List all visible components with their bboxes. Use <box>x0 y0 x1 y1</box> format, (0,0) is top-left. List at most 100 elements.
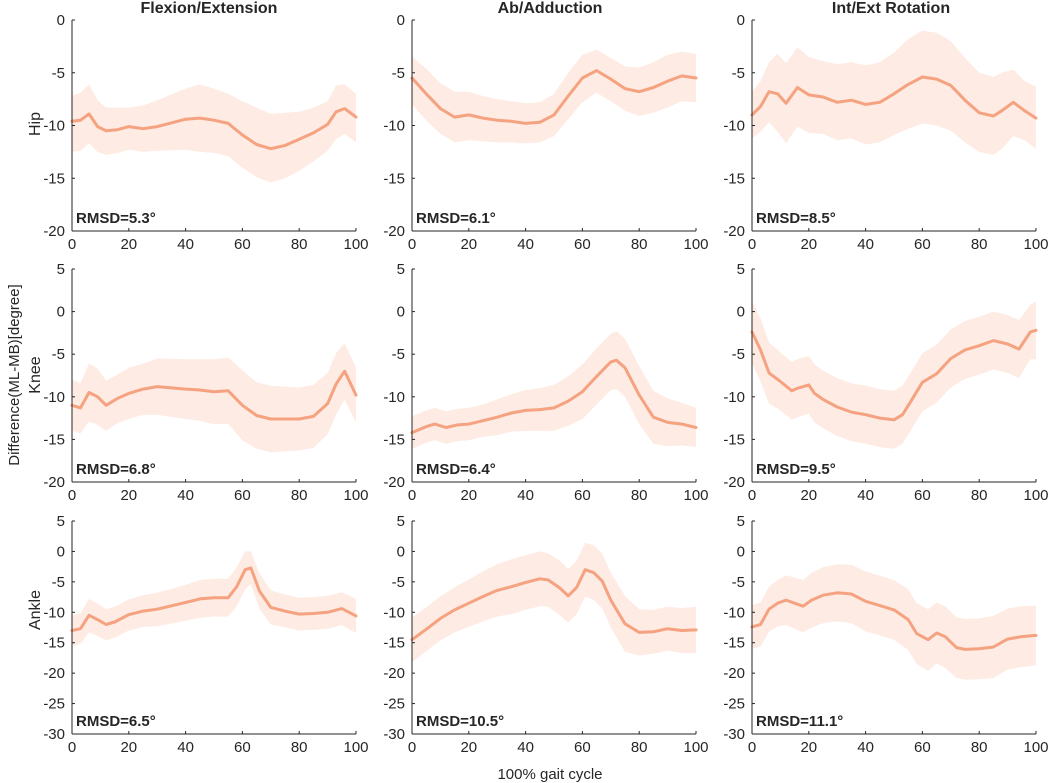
panel-ankle-int-ext-rotation-y-tick-label: -10 <box>723 604 745 621</box>
panel-ankle-flexion-extension-x-tick-label: 40 <box>177 739 194 756</box>
panel-hip-int-ext-rotation-x-tick-label: 60 <box>914 236 931 253</box>
panel-ankle-int-ext-rotation-x-tick-label: 40 <box>857 739 874 756</box>
panel-ankle-flexion-extension-x-tick-label: 100 <box>343 739 368 756</box>
panel-ankle-ab-adduction-y-tick-label: -20 <box>383 665 405 682</box>
panel-hip-flexion-extension-x-tick-label: 0 <box>68 236 76 253</box>
panel-hip-int-ext-rotation-x-tick-label: 40 <box>857 236 874 253</box>
panel-knee-ab-adduction-x-tick-label: 0 <box>408 487 416 504</box>
panel-ankle-flexion-extension-y-tick-label: -5 <box>52 574 65 591</box>
panel-knee-ab-adduction-y-tick-label: 5 <box>397 261 405 278</box>
panel-knee-int-ext-rotation-x-tick-label: 0 <box>748 487 756 504</box>
panel-knee-int-ext-rotation-x-tick-label: 80 <box>971 487 988 504</box>
panel-knee-ab-adduction-y-tick-label: -15 <box>383 431 405 448</box>
row-label-ankle: Ankle <box>27 590 44 630</box>
panel-hip-int-ext-rotation-y-tick-label: -5 <box>732 65 745 82</box>
panel-ankle-ab-adduction-x-tick-label: 40 <box>517 739 534 756</box>
panel-ankle-int-ext-rotation-y-tick-label: -30 <box>723 726 745 743</box>
panel-hip-int-ext-rotation-rmsd-label: RMSD=8.5° <box>756 210 836 227</box>
panel-knee-flexion-extension-x-tick-label: 0 <box>68 487 76 504</box>
panel-ankle-flexion-extension-y-tick-label: -25 <box>43 696 65 713</box>
panel-knee-flexion-extension-x-tick-label: 60 <box>234 487 251 504</box>
panel-hip-flexion-extension-x-tick-label: 60 <box>234 236 251 253</box>
panel-ankle-ab-adduction-y-tick-label: -25 <box>383 696 405 713</box>
panel-ankle-ab-adduction-y-tick-label: -5 <box>392 574 405 591</box>
row-labels: Hip Knee Ankle <box>27 112 44 630</box>
panel-ankle-flexion-extension-y-tick-label: -30 <box>43 726 65 743</box>
panel-ankle-int-ext-rotation-rmsd-label: RMSD=11.1° <box>756 713 843 730</box>
panel-hip-int-ext-rotation-y-tick-label: -20 <box>723 223 745 240</box>
panel-knee-flexion-extension-y-tick-label: -5 <box>52 346 65 363</box>
panel-hip-int-ext-rotation-mean-line <box>750 75 1038 120</box>
panel-hip-ab-adduction-x-tick-label: 100 <box>683 236 708 253</box>
panel-knee-int-ext-rotation-y-tick-label: -15 <box>723 431 745 448</box>
panel-ankle-ab-adduction-y-tick-label: -30 <box>383 726 405 743</box>
panel-knee-flexion-extension-mean-line <box>70 369 358 421</box>
panel-ankle-int-ext-rotation-y-tick-label: -5 <box>732 574 745 591</box>
panel-hip-int-ext-rotation-x-tick-label: 100 <box>1023 236 1048 253</box>
panel-knee-int-ext-rotation-sd-band <box>752 301 1036 449</box>
panel-ankle-flexion-extension-y-tick-label: -15 <box>43 635 65 652</box>
panel-ankle-int-ext-rotation: -30 -25 -20 -15 -10 -5 0 5 0 20 40 60 80 100 RMSD=11.1… <box>723 513 1048 756</box>
panel-hip-ab-adduction-mean-line <box>410 69 698 125</box>
panel-hip-flexion-extension-rmsd-label: RMSD=5.3° <box>76 210 156 227</box>
panel-hip-int-ext-rotation-x-tick-label: 80 <box>971 236 988 253</box>
panel-hip-int-ext-rotation-y-tick-label: 0 <box>737 12 745 29</box>
panel-knee-int-ext-rotation-y-tick-label: -20 <box>723 474 745 491</box>
panel-ankle-flexion-extension-x-tick-label: 0 <box>68 739 76 756</box>
panel-hip-flexion-extension-y-tick-label: -15 <box>43 170 65 187</box>
panel-knee-ab-adduction-mean-line <box>410 358 698 435</box>
panel-hip-ab-adduction-x-tick-label: 80 <box>631 236 648 253</box>
row-label-knee: Knee <box>27 356 44 393</box>
panel-hip-flexion-extension: -20 -15 -10 -5 0 0 20 40 60 80 100 RMSD=5.3° <box>43 12 368 253</box>
panel-ankle-ab-adduction-mean-line <box>410 568 698 642</box>
panel-ankle-int-ext-rotation-mean-line <box>750 591 1038 651</box>
panel-knee-int-ext-rotation-y-tick-label: -5 <box>732 346 745 363</box>
panel-knee-int-ext-rotation: -20 -15 -10 -5 0 5 0 20 40 60 80 100 RMSD=9.5° <box>723 261 1048 504</box>
panel-hip-ab-adduction-x-tick-label: 20 <box>460 236 477 253</box>
panel-ankle-ab-adduction-x-tick-label: 80 <box>631 739 648 756</box>
panel-hip-ab-adduction-x-tick-label: 60 <box>574 236 591 253</box>
panel-knee-flexion-extension-y-tick-label: -10 <box>43 389 65 406</box>
panel-knee-int-ext-rotation-x-tick-label: 60 <box>914 487 931 504</box>
panel-knee-flexion-extension-x-tick-label: 40 <box>177 487 194 504</box>
panel-ankle-int-ext-rotation-x-tick-label: 20 <box>800 739 817 756</box>
panel-ankle-ab-adduction-sd-band <box>412 542 696 663</box>
column-titles: Flexion/Extension Ab/Adduction Int/Ext R… <box>141 0 951 17</box>
panel-knee-flexion-extension-sd-band <box>72 343 356 453</box>
panel-knee-int-ext-rotation-x-tick-label: 40 <box>857 487 874 504</box>
panel-knee-int-ext-rotation-rmsd-label: RMSD=9.5° <box>756 461 836 478</box>
panel-hip-flexion-extension-x-tick-label: 80 <box>291 236 308 253</box>
panel-ankle-ab-adduction-x-tick-label: 100 <box>683 739 708 756</box>
panel-ankle-flexion-extension-x-tick-label: 20 <box>120 739 137 756</box>
column-title-ab-adduction: Ab/Adduction <box>498 0 603 17</box>
column-title-int-ext-rotation: Int/Ext Rotation <box>832 0 950 17</box>
y-axis-title: Difference(ML-MB)[degree] <box>6 284 23 465</box>
panel-knee-flexion-extension-rmsd-label: RMSD=6.8° <box>76 461 156 478</box>
panel-knee-flexion-extension-x-tick-label: 20 <box>120 487 137 504</box>
panel-ankle-int-ext-rotation-y-tick-label: 5 <box>737 513 745 530</box>
panel-hip-ab-adduction-x-tick-label: 40 <box>517 236 534 253</box>
panel-ankle-flexion-extension-rmsd-label: RMSD=6.5° <box>76 713 156 730</box>
panel-ankle-int-ext-rotation-x-tick-label: 0 <box>748 739 756 756</box>
panel-ankle-flexion-extension-y-tick-label: 0 <box>57 543 65 560</box>
panel-knee-int-ext-rotation-x-tick-label: 20 <box>800 487 817 504</box>
panel-knee-flexion-extension: -20 -15 -10 -5 0 5 0 20 40 60 80 100 RMSD=6.8° <box>43 261 368 504</box>
panel-knee-flexion-extension-y-tick-label: 5 <box>57 261 65 278</box>
panel-hip-ab-adduction-x-tick-label: 0 <box>408 236 416 253</box>
panel-knee-ab-adduction-x-tick-label: 40 <box>517 487 534 504</box>
panel-hip-int-ext-rotation: -20 -15 -10 -5 0 0 20 40 60 80 100 RMSD=8.5° <box>723 12 1048 253</box>
panel-knee-ab-adduction-y-tick-label: -5 <box>392 346 405 363</box>
panel-hip-flexion-extension-y-tick-label: 0 <box>57 12 65 29</box>
panel-hip-int-ext-rotation-x-tick-label: 20 <box>800 236 817 253</box>
panel-ankle-int-ext-rotation-x-tick-label: 100 <box>1023 739 1048 756</box>
panel-hip-ab-adduction-y-tick-label: -10 <box>383 118 405 135</box>
column-title-flexion-extension: Flexion/Extension <box>141 0 278 17</box>
panel-hip-ab-adduction-y-tick-label: 0 <box>397 12 405 29</box>
panel-knee-ab-adduction-y-tick-label: -10 <box>383 389 405 406</box>
panel-ankle-ab-adduction-y-tick-label: 0 <box>397 543 405 560</box>
row-label-hip: Hip <box>27 112 44 136</box>
panel-ankle-ab-adduction-y-tick-label: -15 <box>383 635 405 652</box>
panel-hip-ab-adduction-rmsd-label: RMSD=6.1° <box>416 210 496 227</box>
panel-ankle-flexion-extension-y-tick-label: -10 <box>43 604 65 621</box>
panel-hip-flexion-extension-y-tick-label: -20 <box>43 223 65 240</box>
